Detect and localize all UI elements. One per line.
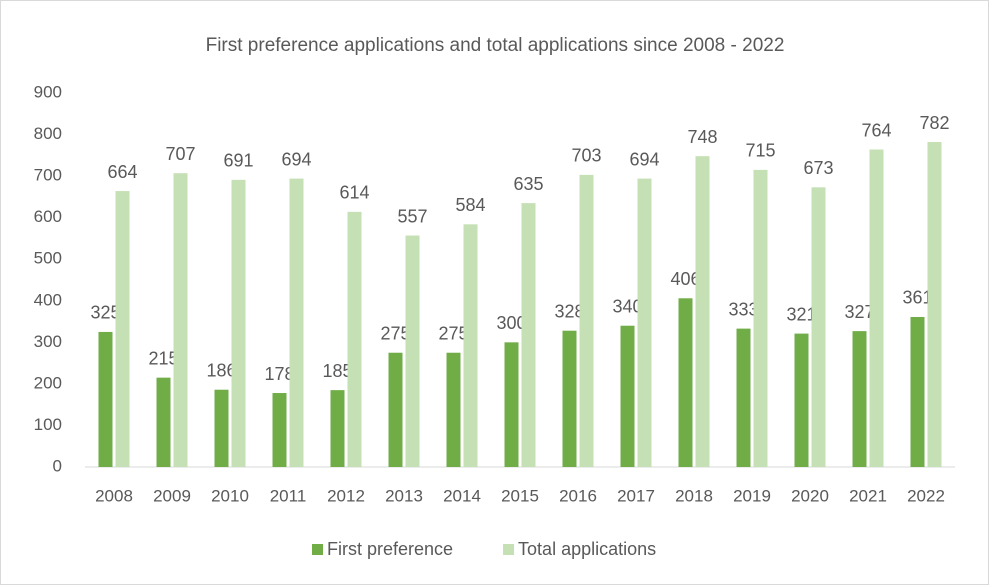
bar — [388, 352, 403, 467]
data-label: 673 — [803, 158, 833, 178]
data-label: 333 — [728, 299, 758, 319]
bar — [347, 211, 362, 467]
data-label: 764 — [861, 120, 891, 140]
data-label: 321 — [786, 304, 816, 324]
data-label: 186 — [206, 360, 236, 380]
bar — [736, 328, 751, 467]
chart-title: First preference applications and total … — [206, 35, 785, 56]
x-tick-label: 2013 — [385, 486, 423, 505]
x-tick-label: 2020 — [791, 486, 829, 505]
bar — [446, 352, 461, 467]
x-tick-label: 2014 — [443, 486, 481, 505]
data-label: 694 — [629, 149, 659, 169]
data-label: 664 — [107, 162, 137, 182]
y-tick-label: 200 — [34, 373, 62, 392]
bar — [115, 191, 130, 467]
bar — [156, 377, 171, 467]
y-tick-label: 700 — [34, 166, 62, 185]
bar — [794, 333, 809, 467]
data-label: 748 — [687, 127, 717, 147]
bar — [869, 149, 884, 467]
bar — [753, 169, 768, 467]
x-tick-label: 2008 — [95, 486, 133, 505]
bar — [214, 389, 229, 467]
y-tick-label: 100 — [34, 415, 62, 434]
x-tick-label: 2018 — [675, 486, 713, 505]
legend-label: Total applications — [518, 539, 656, 559]
bar — [521, 203, 536, 467]
data-label: 178 — [264, 364, 294, 384]
data-label: 584 — [455, 195, 485, 215]
data-label: 614 — [339, 183, 369, 203]
data-label: 300 — [496, 313, 526, 333]
bar — [811, 187, 826, 467]
data-label: 275 — [438, 323, 468, 343]
legend-label: First preference — [327, 539, 453, 559]
x-tick-label: 2016 — [559, 486, 597, 505]
y-tick-label: 300 — [34, 332, 62, 351]
data-label: 275 — [380, 323, 410, 343]
bar — [910, 316, 925, 467]
data-label: 328 — [554, 301, 584, 321]
x-tick-label: 2017 — [617, 486, 655, 505]
data-label: 635 — [513, 174, 543, 194]
data-label: 406 — [670, 269, 700, 289]
data-label: 691 — [223, 151, 253, 171]
bar — [637, 178, 652, 468]
bar — [98, 331, 113, 467]
x-tick-label: 2010 — [211, 486, 249, 505]
x-tick-label: 2012 — [327, 486, 365, 505]
bar — [330, 390, 345, 467]
x-tick-label: 2021 — [849, 486, 887, 505]
bar — [231, 179, 246, 467]
y-tick-label: 600 — [34, 207, 62, 226]
data-label: 694 — [281, 149, 311, 169]
bar — [272, 393, 287, 467]
bar — [504, 342, 519, 467]
x-tick-label: 2015 — [501, 486, 539, 505]
legend-swatch — [312, 544, 323, 555]
data-label: 340 — [612, 296, 642, 316]
data-label: 185 — [322, 361, 352, 381]
bar — [562, 330, 577, 467]
y-tick-label: 900 — [34, 82, 62, 101]
bar — [579, 174, 594, 467]
bar — [405, 235, 420, 467]
y-tick-label: 400 — [34, 290, 62, 309]
bar — [927, 142, 942, 467]
data-label: 707 — [165, 144, 195, 164]
x-tick-label: 2019 — [733, 486, 771, 505]
data-label: 215 — [148, 348, 178, 368]
data-label: 782 — [919, 113, 949, 133]
data-label: 557 — [397, 206, 427, 226]
bar — [678, 298, 693, 467]
bar — [852, 331, 867, 467]
y-tick-label: 0 — [53, 456, 62, 475]
data-label: 327 — [844, 302, 874, 322]
bar — [695, 156, 710, 468]
y-tick-label: 500 — [34, 249, 62, 268]
bar — [173, 173, 188, 468]
bar — [463, 224, 478, 467]
x-tick-label: 2009 — [153, 486, 191, 505]
data-label: 703 — [571, 146, 601, 166]
bar — [620, 325, 635, 467]
x-tick-label: 2011 — [270, 486, 307, 505]
bar — [289, 178, 304, 468]
data-label: 715 — [745, 141, 775, 161]
data-label: 361 — [902, 288, 932, 308]
y-tick-label: 800 — [34, 124, 62, 143]
legend-swatch — [503, 544, 515, 555]
data-label: 325 — [90, 303, 120, 323]
x-tick-label: 2022 — [907, 486, 945, 505]
